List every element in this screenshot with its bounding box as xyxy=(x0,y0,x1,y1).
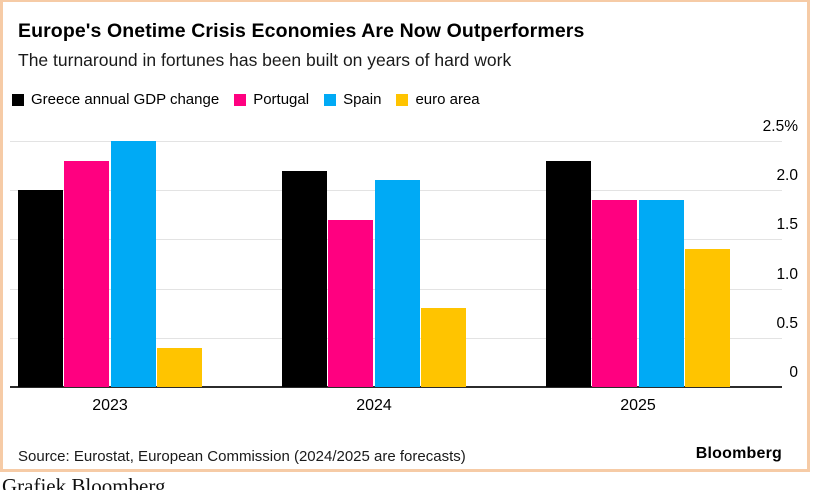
y-axis-tick-label: 1.0 xyxy=(776,266,798,283)
bar-spain-2024 xyxy=(375,180,420,387)
legend-item-spain: Spain xyxy=(324,91,381,108)
legend-swatch-spain xyxy=(324,93,337,106)
legend-label: Portugal xyxy=(253,91,310,108)
legend-item-greece-annual-gdp-change: Greece annual GDP change xyxy=(12,91,219,108)
y-axis-tick-label: 1.5 xyxy=(776,216,798,233)
gridline-2.5% xyxy=(10,141,782,142)
bar-portugal-2025 xyxy=(592,200,637,387)
bar-portugal-2024 xyxy=(328,220,373,387)
legend-swatch-euro-area xyxy=(396,93,409,106)
bar-spain-2025 xyxy=(639,200,684,387)
bar-euro-area-2023 xyxy=(157,348,202,387)
y-axis-tick-label: 2.5% xyxy=(762,118,798,135)
legend-label: Spain xyxy=(343,91,382,108)
bloomberg-logo: Bloomberg xyxy=(695,445,782,462)
bar-euro-area-2024 xyxy=(421,308,466,387)
chart-title: Europe's Onetime Crisis Economies Are No… xyxy=(18,20,585,42)
y-axis-tick-label: 0 xyxy=(789,364,798,381)
legend-label: Greece annual GDP change xyxy=(31,91,220,108)
chart-subtitle: The turnaround in fortunes has been buil… xyxy=(18,50,512,70)
bar-greece-annual-gdp-change-2024 xyxy=(282,171,327,387)
legend-item-portugal: Portugal xyxy=(234,91,309,108)
bar-greece-annual-gdp-change-2025 xyxy=(546,161,591,387)
x-axis-category-label: 2023 xyxy=(92,397,128,414)
source-note: Source: Eurostat, European Commission (2… xyxy=(18,448,466,465)
bar-portugal-2023 xyxy=(64,161,109,387)
legend-swatch-greece-annual-gdp-change xyxy=(12,93,24,106)
bar-spain-2023 xyxy=(111,141,156,387)
y-axis-tick-label: 2.0 xyxy=(776,167,798,184)
legend-item-euro-area: euro area xyxy=(396,91,480,108)
bar-euro-area-2025 xyxy=(685,249,730,387)
x-axis-line xyxy=(10,386,782,388)
x-axis-category-label: 2025 xyxy=(620,397,656,414)
y-axis-tick-label: 0.5 xyxy=(776,315,798,332)
bar-greece-annual-gdp-change-2023 xyxy=(18,190,63,387)
legend-label: euro area xyxy=(415,91,480,108)
bottom-caption: Grafiek Bloomberg xyxy=(2,474,166,490)
legend: Greece annual GDP change Portugal Spain eur… xyxy=(12,91,480,108)
x-axis-category-label: 2024 xyxy=(356,397,392,414)
legend-swatch-portugal xyxy=(234,93,247,106)
